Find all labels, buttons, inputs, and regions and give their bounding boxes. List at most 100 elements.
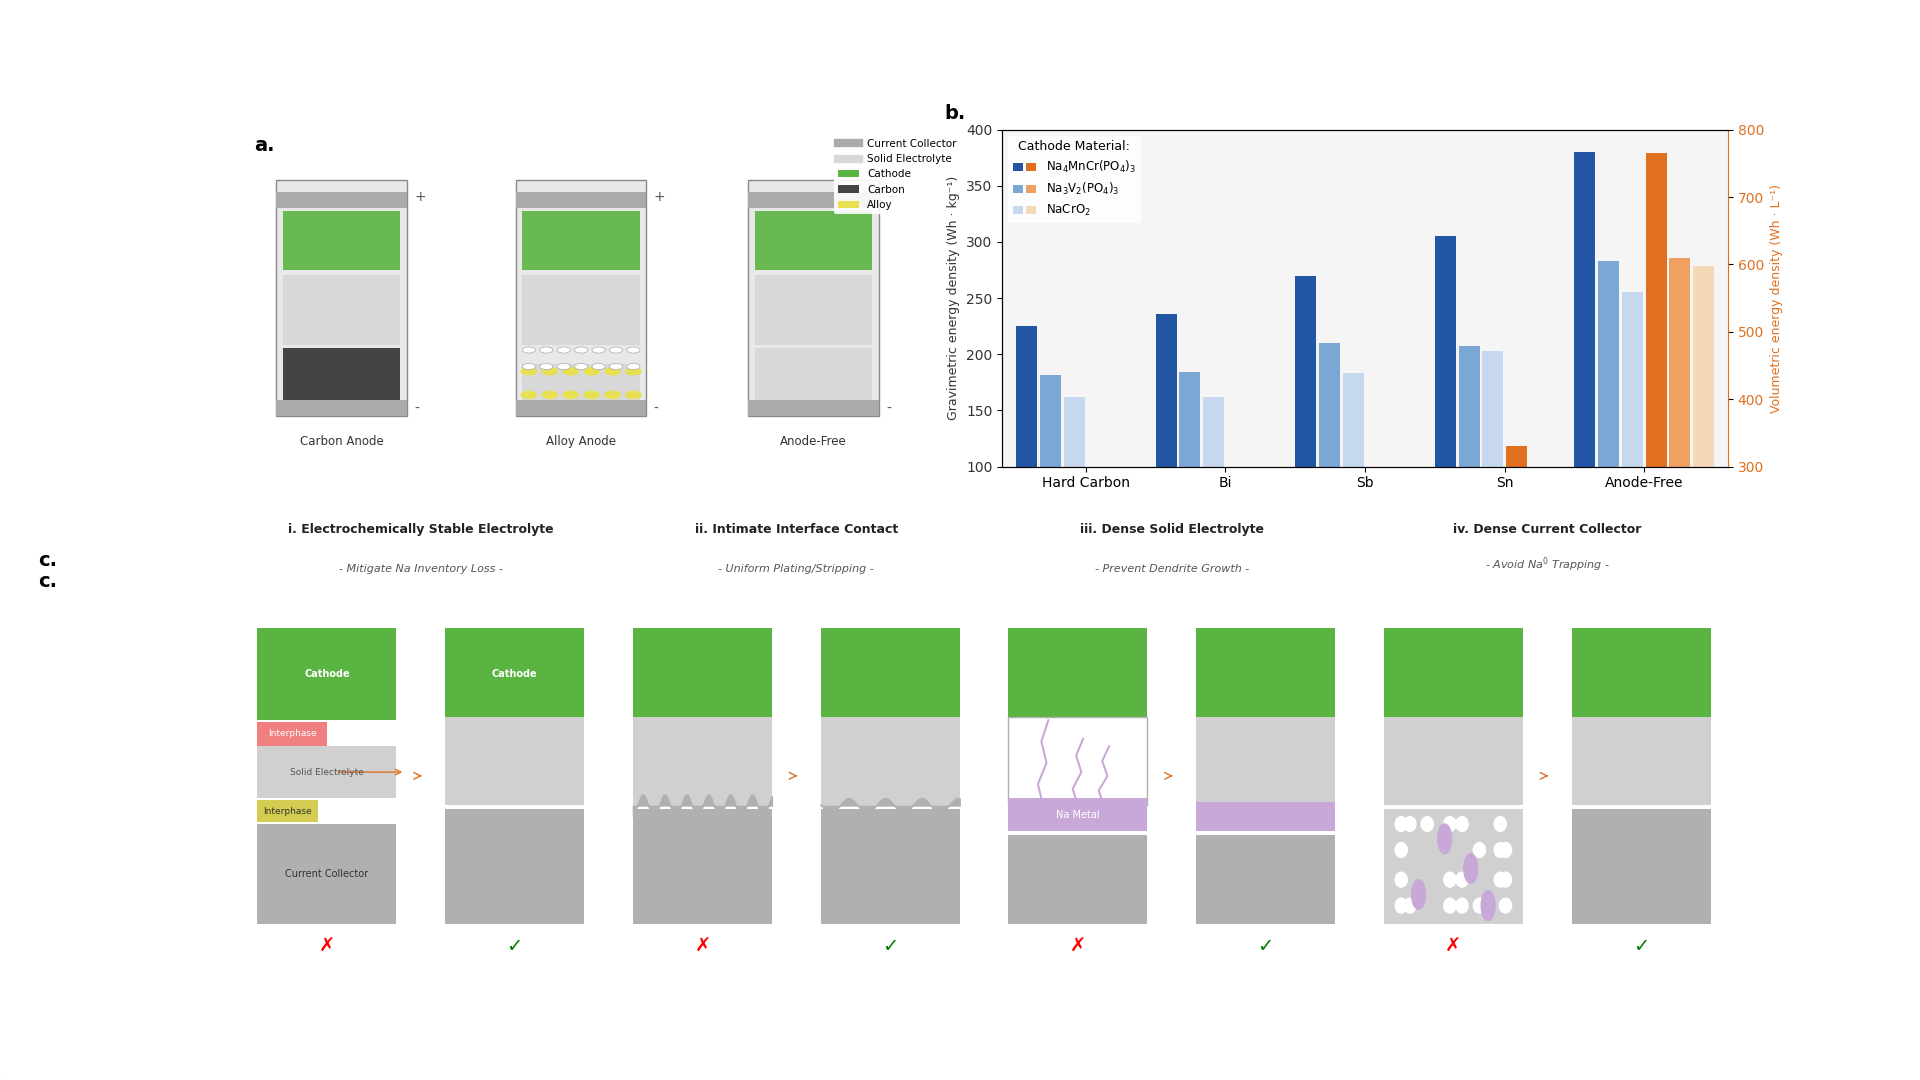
Text: Current Collector: Current Collector (286, 869, 369, 879)
Circle shape (541, 391, 557, 399)
Bar (1482, 351, 1503, 467)
Bar (1574, 152, 1596, 467)
Bar (1459, 347, 1480, 467)
Text: ✗: ✗ (1446, 936, 1461, 956)
Text: Alloy Anode: Alloy Anode (545, 435, 616, 448)
Text: ✗: ✗ (1069, 936, 1087, 956)
Bar (522, 211, 639, 270)
Circle shape (609, 364, 622, 369)
Circle shape (540, 347, 553, 353)
Text: +: + (885, 190, 899, 204)
Ellipse shape (1500, 842, 1511, 858)
Text: Cathode: Cathode (492, 669, 538, 679)
Circle shape (626, 367, 641, 375)
Ellipse shape (1494, 816, 1507, 832)
Text: - Uniform Plating/Stripping -: - Uniform Plating/Stripping - (718, 564, 874, 575)
Text: b.: b. (945, 104, 966, 123)
Circle shape (574, 364, 588, 369)
Ellipse shape (1396, 842, 1407, 858)
Bar (1227, 467, 1248, 478)
Circle shape (557, 347, 570, 353)
Ellipse shape (1396, 873, 1407, 887)
Bar (1008, 627, 1148, 720)
Circle shape (563, 391, 578, 399)
Bar (1041, 375, 1060, 467)
FancyBboxPatch shape (749, 180, 879, 416)
Ellipse shape (1421, 816, 1434, 832)
Bar (634, 627, 772, 720)
FancyBboxPatch shape (276, 180, 407, 416)
Bar (1179, 373, 1200, 467)
Bar (1622, 293, 1644, 467)
Ellipse shape (1455, 899, 1469, 913)
Text: iv. Dense Current Collector: iv. Dense Current Collector (1453, 524, 1642, 537)
Circle shape (520, 391, 536, 399)
Bar (282, 348, 401, 400)
Text: Na Metal: Na Metal (1056, 810, 1100, 820)
Ellipse shape (1404, 816, 1415, 832)
Bar (257, 824, 396, 924)
Circle shape (605, 391, 620, 399)
Ellipse shape (1396, 899, 1407, 913)
Text: ✗: ✗ (695, 936, 710, 956)
Bar (1505, 446, 1526, 467)
Bar (1572, 809, 1711, 924)
Text: ✓: ✓ (1632, 936, 1649, 956)
Text: Carbon Anode: Carbon Anode (300, 435, 384, 448)
Text: - Prevent Dendrite Growth -: - Prevent Dendrite Growth - (1094, 564, 1248, 575)
Bar (755, 348, 872, 400)
Bar (1668, 258, 1690, 467)
Ellipse shape (1494, 842, 1507, 858)
Bar (276, 192, 407, 208)
Bar (1196, 716, 1334, 806)
Bar (276, 400, 407, 416)
Ellipse shape (1482, 899, 1494, 913)
Text: ✓: ✓ (507, 936, 522, 956)
Bar (1553, 467, 1574, 505)
Text: +: + (653, 190, 666, 204)
Bar (1196, 627, 1334, 720)
Circle shape (591, 347, 605, 353)
Circle shape (626, 364, 639, 369)
Circle shape (626, 347, 639, 353)
Bar (820, 809, 960, 924)
FancyArrowPatch shape (338, 769, 401, 775)
Bar (1016, 326, 1037, 467)
Bar (755, 274, 872, 346)
Text: ✗: ✗ (319, 936, 336, 956)
Bar (1196, 835, 1334, 924)
Bar (1342, 374, 1363, 467)
Ellipse shape (1500, 873, 1511, 887)
Ellipse shape (1404, 899, 1415, 913)
Text: Solid Electrolyte: Solid Electrolyte (290, 768, 365, 777)
Legend: Na$_4$MnCr(PO$_4$)$_3$, Na$_3$V$_2$(PO$_4$)$_3$, NaCrO$_2$: Na$_4$MnCr(PO$_4$)$_3$, Na$_3$V$_2$(PO$_… (1008, 135, 1140, 222)
Circle shape (557, 364, 570, 369)
Ellipse shape (1444, 899, 1455, 913)
Bar (257, 627, 396, 720)
Circle shape (1480, 891, 1496, 920)
Bar (1530, 467, 1551, 503)
Text: c.: c. (38, 572, 58, 592)
Bar (1390, 467, 1411, 524)
Bar (257, 800, 319, 822)
Bar (1384, 809, 1523, 924)
Text: Cathode: Cathode (303, 669, 349, 679)
Text: iii. Dense Solid Electrolyte: iii. Dense Solid Electrolyte (1079, 524, 1263, 537)
Bar (522, 274, 639, 346)
Bar (1204, 397, 1225, 467)
Bar (1112, 467, 1133, 568)
Text: ✓: ✓ (881, 936, 899, 956)
Circle shape (584, 367, 599, 375)
Bar (1572, 716, 1711, 806)
Text: - Avoid Na$^0$ Trapping -: - Avoid Na$^0$ Trapping - (1484, 556, 1609, 575)
Bar (1008, 716, 1148, 806)
Ellipse shape (1473, 842, 1486, 858)
Bar (1156, 314, 1177, 467)
Bar (1296, 275, 1317, 467)
Circle shape (584, 391, 599, 399)
Text: ✓: ✓ (1258, 936, 1273, 956)
Bar (1572, 627, 1711, 720)
Legend: Current Collector, Solid Electrolyte, Cathode, Carbon, Alloy: Current Collector, Solid Electrolyte, Ca… (833, 135, 960, 214)
Circle shape (591, 364, 605, 369)
Circle shape (1438, 824, 1452, 853)
